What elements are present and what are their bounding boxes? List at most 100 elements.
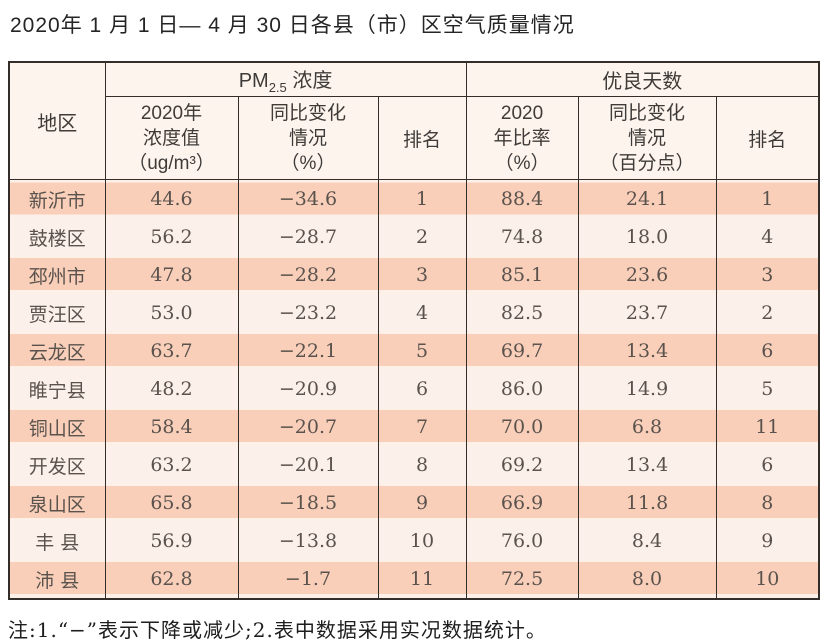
cell-ratio-change: 8.0: [577, 560, 717, 599]
cell-ratio: 66.9: [465, 484, 579, 522]
footnote: 注:1.“−”表示下降或减少;2.表中数据采用实况数据统计。: [8, 618, 547, 642]
table-row: 邳州市 47.8 −28.2 3 85.1 23.6 3: [8, 256, 820, 294]
cell-pm-change: −20.9: [237, 370, 379, 408]
cell-region: 睢宁县: [8, 370, 106, 408]
air-quality-table: 地区 PM2.5 浓度 优良天数 2020年 浓度值 （ug/m³） 同比变化 …: [8, 61, 821, 600]
header-ratio-change: 同比变化 情况 （百分点）: [577, 96, 717, 180]
cell-pm-value: 58.4: [104, 408, 239, 446]
cell-pm-change: −20.7: [237, 408, 379, 446]
cell-pm-value: 47.8: [104, 256, 239, 294]
cell-ratio-rank: 8: [715, 484, 820, 522]
pm-label-subscript: 2.5: [268, 80, 287, 95]
cell-pm-value: 63.2: [104, 446, 239, 484]
cell-pm-value: 56.2: [104, 218, 239, 256]
table-row: 睢宁县 48.2 −20.9 6 86.0 14.9 5: [8, 370, 820, 408]
cell-ratio: 72.5: [465, 560, 579, 599]
header-pm-value: 2020年 浓度值 （ug/m³）: [104, 96, 239, 180]
cell-ratio: 69.2: [465, 446, 579, 484]
cell-region: 沛 县: [8, 560, 106, 599]
cell-pm-rank: 6: [377, 370, 467, 408]
cell-region: 泉山区: [8, 484, 106, 522]
cell-ratio-rank: 9: [715, 522, 820, 560]
table-row: 新沂市 44.6 −34.6 1 88.4 24.1 1: [8, 179, 820, 218]
cell-pm-value: 65.8: [104, 484, 239, 522]
table-body: 新沂市 44.6 −34.6 1 88.4 24.1 1 鼓楼区 56.2 −28.7 2 74.8 1…: [8, 179, 820, 599]
cell-ratio: 74.8: [465, 218, 579, 256]
cell-pm-rank: 3: [377, 256, 467, 294]
cell-pm-change: −22.1: [237, 332, 379, 370]
cell-pm-change: −20.1: [237, 446, 379, 484]
cell-region: 开发区: [8, 446, 106, 484]
cell-pm-rank: 9: [377, 484, 467, 522]
cell-pm-rank: 7: [377, 408, 467, 446]
cell-pm-change: −34.6: [237, 179, 379, 218]
cell-pm-value: 62.8: [104, 560, 239, 599]
cell-ratio-rank: 6: [715, 446, 820, 484]
cell-ratio: 88.4: [465, 179, 579, 218]
cell-ratio-change: 14.9: [577, 370, 717, 408]
cell-region: 邳州市: [8, 256, 106, 294]
cell-ratio-rank: 10: [715, 560, 820, 599]
cell-region: 贾汪区: [8, 294, 106, 332]
cell-ratio-change: 18.0: [577, 218, 717, 256]
table-row: 鼓楼区 56.2 −28.7 2 74.8 18.0 4: [8, 218, 820, 256]
header-region: 地区: [8, 61, 106, 180]
table-row: 开发区 63.2 −20.1 8 69.2 13.4 6: [8, 446, 820, 484]
cell-pm-rank: 5: [377, 332, 467, 370]
cell-pm-value: 56.9: [104, 522, 239, 560]
cell-pm-value: 53.0: [104, 294, 239, 332]
cell-ratio: 86.0: [465, 370, 579, 408]
table-row: 泉山区 65.8 −18.5 9 66.9 11.8 8: [8, 484, 820, 522]
cell-ratio-rank: 4: [715, 218, 820, 256]
header-gooddays-group: 优良天数: [465, 61, 820, 97]
cell-pm-change: −1.7: [237, 560, 379, 599]
cell-pm-rank: 10: [377, 522, 467, 560]
cell-ratio: 76.0: [465, 522, 579, 560]
cell-ratio-rank: 11: [715, 408, 820, 446]
cell-ratio-rank: 1: [715, 179, 820, 218]
cell-pm-rank: 11: [377, 560, 467, 599]
cell-ratio-change: 8.4: [577, 522, 717, 560]
cell-pm-change: −23.2: [237, 294, 379, 332]
pm-label-suffix: 浓度: [286, 70, 333, 92]
cell-pm-change: −18.5: [237, 484, 379, 522]
cell-pm-rank: 4: [377, 294, 467, 332]
cell-ratio: 82.5: [465, 294, 579, 332]
header-pm-change: 同比变化 情况 （%）: [237, 96, 379, 180]
cell-ratio-change: 23.6: [577, 256, 717, 294]
cell-ratio-change: 13.4: [577, 332, 717, 370]
cell-region: 云龙区: [8, 332, 106, 370]
header-pm-rank: 排名: [377, 96, 467, 180]
cell-region: 新沂市: [8, 179, 106, 218]
cell-ratio-rank: 5: [715, 370, 820, 408]
cell-region: 鼓楼区: [8, 218, 106, 256]
cell-ratio-change: 11.8: [577, 484, 717, 522]
cell-pm-rank: 8: [377, 446, 467, 484]
cell-pm-rank: 2: [377, 218, 467, 256]
cell-ratio: 69.7: [465, 332, 579, 370]
cell-ratio-rank: 2: [715, 294, 820, 332]
header-ratio: 2020 年比率 （%）: [465, 96, 579, 180]
cell-ratio-change: 6.8: [577, 408, 717, 446]
cell-pm-change: −28.7: [237, 218, 379, 256]
cell-region: 丰 县: [8, 522, 106, 560]
cell-region: 铜山区: [8, 408, 106, 446]
page-title: 2020年 1 月 1 日— 4 月 30 日各县（市）区空气质量情况: [10, 14, 575, 37]
table-header: 地区 PM2.5 浓度 优良天数 2020年 浓度值 （ug/m³） 同比变化 …: [8, 61, 820, 180]
cell-ratio-rank: 6: [715, 332, 820, 370]
cell-pm-value: 48.2: [104, 370, 239, 408]
cell-ratio-change: 13.4: [577, 446, 717, 484]
cell-pm-change: −13.8: [237, 522, 379, 560]
pm-label-prefix: PM: [238, 70, 269, 92]
header-pm-group: PM2.5 浓度: [104, 61, 467, 97]
header-ratio-rank: 排名: [715, 96, 820, 180]
table-row: 贾汪区 53.0 −23.2 4 82.5 23.7 2: [8, 294, 820, 332]
table-row: 沛 县 62.8 −1.7 11 72.5 8.0 10: [8, 560, 820, 599]
cell-pm-change: −28.2: [237, 256, 379, 294]
cell-ratio: 85.1: [465, 256, 579, 294]
table-row: 云龙区 63.7 −22.1 5 69.7 13.4 6: [8, 332, 820, 370]
table-row: 丰 县 56.9 −13.8 10 76.0 8.4 9: [8, 522, 820, 560]
cell-ratio-change: 24.1: [577, 179, 717, 218]
cell-ratio-change: 23.7: [577, 294, 717, 332]
